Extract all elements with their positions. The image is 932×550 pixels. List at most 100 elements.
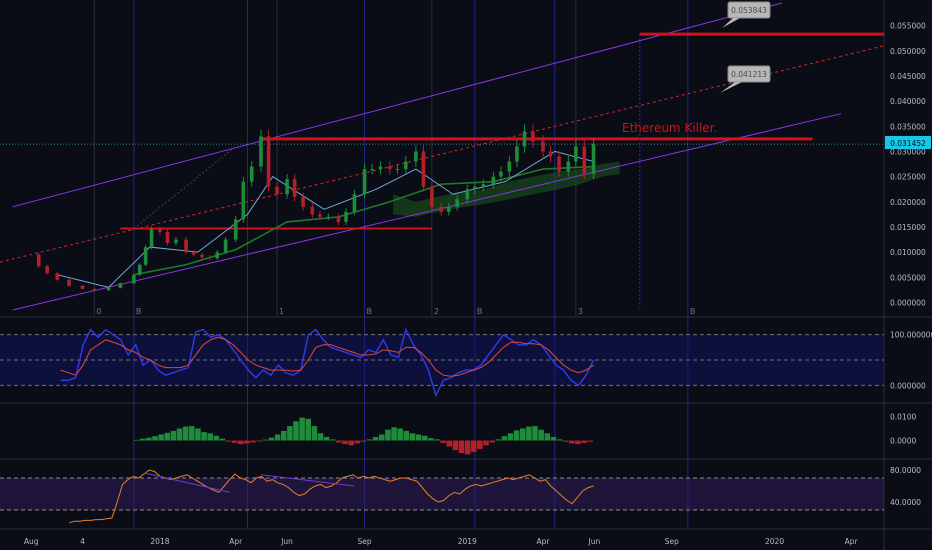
- x-axis-tick-label: Apr: [229, 537, 243, 546]
- rsi-axis-tick-label: 80.0000: [890, 466, 921, 475]
- stochastic-axis-tick-label: 0.000000: [890, 381, 926, 390]
- ichimoku-cloud: [393, 161, 620, 217]
- macd-histogram-bar: [231, 440, 238, 443]
- macd-histogram-bar: [311, 426, 318, 441]
- macd-histogram-bar: [489, 440, 495, 443]
- candle-body: [481, 184, 486, 187]
- callout-pointer: [722, 18, 740, 28]
- macd-histogram-bar: [458, 440, 465, 454]
- x-axis-tick-label: 2020: [765, 537, 784, 546]
- price-axis-tick-label: 0.030000: [890, 147, 926, 156]
- price-panel[interactable]: [0, 0, 884, 316]
- macd-histogram-bar: [403, 430, 410, 441]
- candle-body: [106, 287, 111, 291]
- macd-histogram-bar: [501, 436, 508, 441]
- rsi-line: [68, 469, 594, 524]
- price-axis-tick-label: 0.045000: [890, 72, 926, 81]
- x-axis-tick-label: Sep: [357, 537, 371, 546]
- callout-box: [727, 65, 771, 83]
- candle-body: [582, 146, 587, 175]
- candle-body: [67, 279, 71, 286]
- candle-body: [275, 186, 279, 195]
- macd-axis-tick-label: 0.0100: [890, 412, 916, 421]
- macd-histogram-bar: [464, 440, 471, 455]
- candle-body: [388, 166, 392, 170]
- candle-body: [574, 146, 578, 162]
- axes-layer: Aug 4 2018 Apr Jun Sep 2019 Apr Jun Sep 2020 Apr 0.0…: [24, 22, 932, 546]
- candle-body: [165, 231, 170, 244]
- macd-histogram-bar: [495, 439, 502, 441]
- macd-histogram-bar: [562, 440, 569, 442]
- candle-body: [548, 151, 553, 157]
- macd-histogram-bar: [293, 421, 299, 441]
- macd-histogram-bar: [391, 427, 397, 441]
- candle-body: [92, 288, 97, 291]
- macd-histogram-bar: [274, 434, 281, 441]
- wave-count-label: B: [136, 307, 142, 316]
- candle-body: [184, 239, 188, 253]
- candle-body: [174, 239, 178, 244]
- x-axis-tick-label: Apr: [845, 537, 859, 546]
- candle-body: [223, 239, 228, 253]
- macd-histogram-bar: [201, 432, 207, 441]
- last-price-badge: 0.031452: [885, 136, 931, 149]
- candle-body: [132, 274, 136, 284]
- indicators-layer: [0, 327, 884, 524]
- macd-histogram-bar: [268, 437, 275, 441]
- macd-histogram-bar: [152, 436, 158, 441]
- callout-upper-target[interactable]: 0.053843: [722, 1, 771, 28]
- candle-body: [421, 151, 426, 187]
- macd-histogram-bar: [225, 440, 232, 442]
- macd-histogram-bar: [440, 440, 446, 443]
- macd-histogram-bar: [207, 433, 213, 441]
- candles-layer: [36, 124, 596, 291]
- macd-histogram-bar: [519, 428, 526, 441]
- swing-guide: [133, 146, 237, 229]
- macd-histogram-bar: [336, 440, 342, 443]
- price-axis-tick-label: 0.035000: [890, 122, 926, 131]
- macd-histogram-bar: [280, 430, 287, 441]
- macd-histogram-bar: [513, 430, 520, 441]
- price-axis-tick-label: 0.015000: [890, 223, 926, 232]
- macd-panel[interactable]: [0, 404, 884, 458]
- macd-histogram-bar: [360, 440, 367, 442]
- candle-body: [191, 252, 196, 255]
- candle-body: [430, 186, 434, 207]
- macd-histogram-bar: [238, 440, 244, 445]
- macd-histogram-bar: [146, 437, 152, 441]
- candle-body: [531, 131, 535, 142]
- macd-histogram-bar: [532, 426, 538, 441]
- wave-count-label: 3: [578, 307, 583, 316]
- macd-histogram-bar: [428, 438, 434, 441]
- price-axis-tick-label: 0.055000: [890, 22, 926, 31]
- macd-histogram-bar: [366, 439, 373, 441]
- price-axis-tick-label: 0.025000: [890, 173, 926, 182]
- candle-body: [499, 171, 503, 177]
- macd-histogram-bar: [415, 434, 422, 441]
- rsi-axis-tick-label: 40.0000: [890, 498, 921, 507]
- callout-lower-target[interactable]: 0.041213: [720, 65, 771, 93]
- macd-histogram-bar: [323, 436, 330, 441]
- x-axis-tick-label: Jun: [280, 537, 293, 546]
- macd-histogram-bar: [354, 440, 361, 444]
- wave-count-label: 0: [96, 307, 101, 316]
- candle-body: [352, 194, 357, 212]
- candle-body: [259, 136, 263, 167]
- candle-body: [285, 179, 289, 195]
- x-axis-tick-label: 2018: [150, 537, 169, 546]
- wave-count-label: B: [477, 307, 483, 316]
- rsi-divergence-line: [260, 474, 355, 487]
- callout-lower-target-label: 0.041213: [731, 70, 767, 79]
- stochastic-axis-tick-label: 100.000000: [890, 331, 932, 340]
- wave-count-label: B: [367, 307, 373, 316]
- macd-histogram-bar: [244, 440, 250, 444]
- macd-histogram-bar: [219, 438, 226, 441]
- macd-histogram-bar: [372, 436, 379, 441]
- candle-body: [266, 136, 271, 187]
- macd-histogram-bar: [581, 440, 587, 443]
- price-axis-tick-label: 0.020000: [890, 198, 926, 207]
- x-axis-tick-label: Jun: [588, 537, 601, 546]
- macd-histogram-bar: [575, 440, 581, 445]
